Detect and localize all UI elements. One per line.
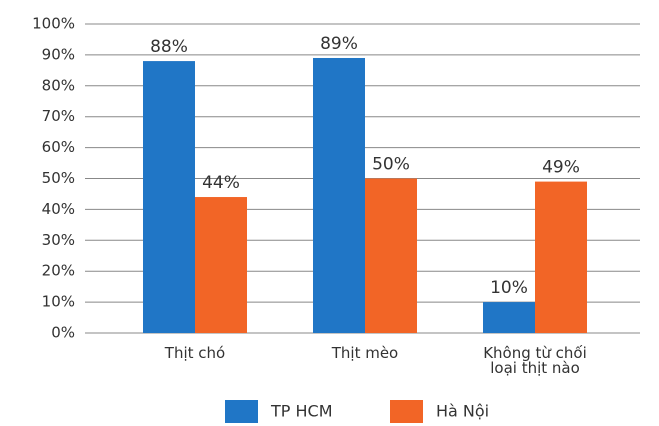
x-tick-label: Không từ chối loại thịt nào: [483, 344, 587, 377]
y-tick-label: 90%: [42, 45, 75, 63]
y-tick-label: 70%: [42, 107, 75, 125]
legend-swatch: [390, 400, 423, 423]
data-label: 10%: [490, 278, 528, 298]
data-label: 89%: [320, 34, 358, 54]
bar: [195, 197, 247, 333]
data-label: 88%: [150, 37, 188, 57]
data-label: 50%: [372, 155, 410, 175]
legend-label: Hà Nội: [436, 402, 489, 421]
bar: [313, 57, 365, 334]
bar: [143, 61, 195, 334]
bar: [365, 178, 417, 333]
y-tick-label: 20%: [42, 262, 75, 280]
y-tick-label: 0%: [51, 324, 75, 342]
y-tick-label: 60%: [42, 138, 75, 156]
y-tick-label: 50%: [42, 169, 75, 187]
y-tick-label: 10%: [42, 293, 75, 311]
legend-swatch: [225, 400, 258, 423]
x-tick-label: Thịt mèo: [331, 344, 399, 362]
bar: [483, 302, 535, 333]
bar: [535, 181, 587, 333]
y-tick-label: 80%: [42, 76, 75, 94]
y-tick-label: 30%: [42, 231, 75, 249]
y-tick-label: 40%: [42, 200, 75, 218]
x-tick-label: Thịt chó: [164, 344, 226, 362]
data-label: 49%: [542, 158, 580, 178]
y-tick-label: 100%: [32, 15, 75, 33]
legend-label: TP HCM: [270, 402, 333, 421]
data-label: 44%: [202, 173, 240, 193]
